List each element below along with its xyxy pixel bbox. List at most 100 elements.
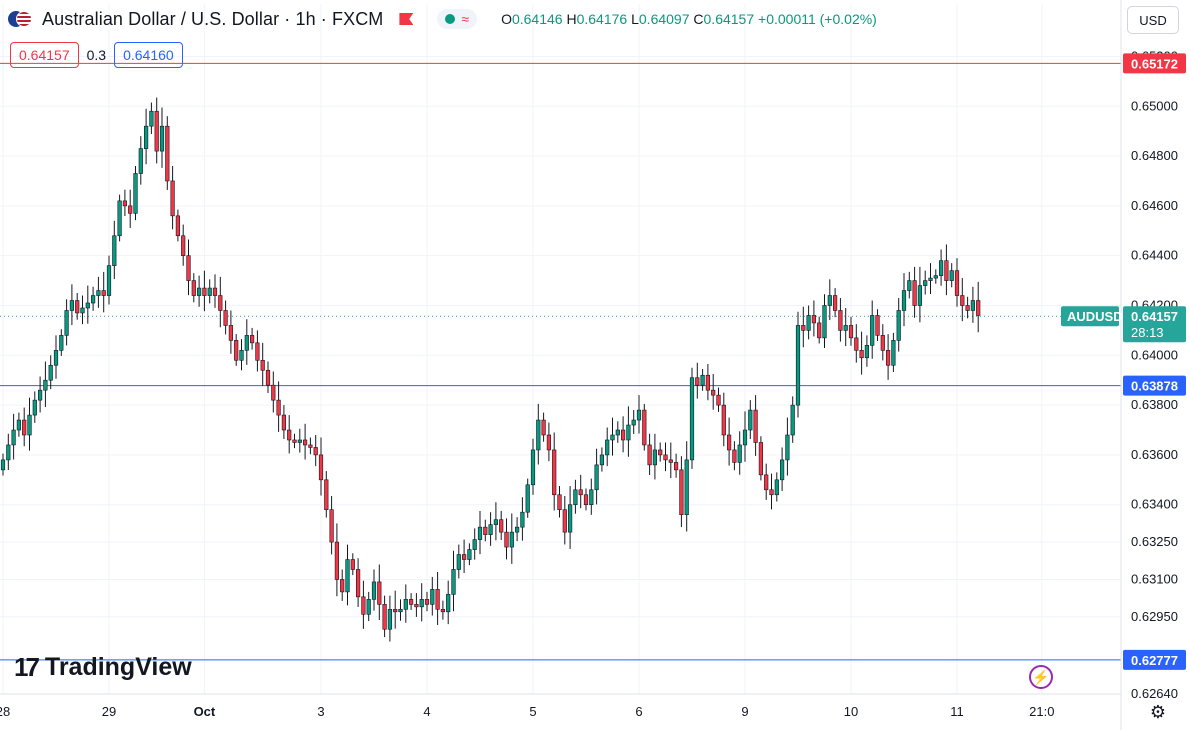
candle-body [101, 290, 106, 296]
sell-button[interactable]: 0.64157 [10, 42, 79, 68]
candle [695, 362, 700, 399]
candle-body [265, 369, 271, 386]
candle [154, 97, 159, 164]
candle [960, 278, 965, 322]
candle-body [811, 315, 816, 324]
currency-button[interactable]: USD [1127, 6, 1179, 34]
candle-body [91, 295, 96, 304]
candle-body [419, 599, 424, 608]
candle [716, 387, 721, 412]
time-tick-label: 3 [317, 704, 324, 719]
candle-body [827, 295, 832, 306]
candle-body [530, 449, 536, 486]
candle-body [620, 429, 626, 441]
resistance-price-tag[interactable]: 0.65172 [1123, 53, 1186, 74]
time-axis[interactable]: 28 29 Oct 3 4 5 6 9 10 11 21:0 [0, 693, 1121, 719]
candle [965, 296, 970, 319]
settings-gear-icon[interactable]: ⚙ [1149, 701, 1167, 722]
symbol-title[interactable]: Australian Dollar / U.S. Dollar · 1h · F… [42, 8, 384, 29]
candle-body [679, 469, 684, 515]
candle-body [393, 609, 398, 613]
candle-body [822, 305, 827, 339]
candle-body [75, 300, 80, 314]
candle [271, 371, 276, 413]
price-tag-bg [1123, 53, 1186, 74]
candle [626, 406, 631, 457]
tradingview-logo[interactable]: 17 TradingView [14, 652, 192, 683]
candle [631, 410, 636, 434]
candle [557, 486, 562, 518]
candle [144, 108, 149, 165]
candle-body [499, 519, 504, 533]
buy-button[interactable]: 0.64160 [114, 42, 183, 68]
candle [350, 553, 355, 576]
candle-body [340, 579, 345, 593]
candle [567, 486, 573, 549]
candle [340, 569, 345, 601]
candle [679, 456, 684, 528]
candle [393, 590, 398, 629]
market-status-pill[interactable]: ≈ [437, 9, 478, 29]
price-axis[interactable]: 0.62640 0.62950 0.63100 0.63250 0.63400 0.636… [1120, 0, 1178, 730]
candle-body [69, 300, 74, 311]
candle [313, 434, 318, 467]
candle-body [737, 444, 742, 463]
candle-body [488, 524, 493, 535]
candle [891, 332, 896, 372]
price-tick-label: 0.62640 [1131, 686, 1178, 701]
candle [705, 364, 710, 401]
price-tick-label: 0.63600 [1131, 447, 1178, 462]
trade-panel: 0.64157 0.3 0.64160 [10, 42, 183, 68]
price-tick-label: 0.63800 [1131, 397, 1178, 412]
candle-body [689, 377, 695, 461]
candle [822, 294, 827, 348]
candle [138, 136, 143, 185]
candle-body [361, 596, 366, 615]
candle [673, 453, 679, 478]
candle-body [642, 409, 647, 446]
bolt-icon[interactable]: ⚡ [1029, 665, 1053, 689]
price-tick-label: 0.65000 [1131, 98, 1178, 113]
candle [377, 564, 382, 621]
tradingview-mark-icon: 17 [14, 652, 40, 682]
candle [499, 510, 504, 540]
candle [488, 512, 493, 546]
candle [721, 392, 726, 447]
candle-body [59, 335, 64, 351]
candle [827, 279, 832, 321]
candle-body [292, 439, 297, 443]
candle-body [636, 409, 642, 421]
candle-body [414, 604, 419, 608]
candle [207, 279, 212, 304]
candle [933, 269, 938, 284]
candle [75, 293, 80, 320]
candle-body [552, 449, 557, 496]
candle-body [938, 260, 944, 276]
candle-body [64, 310, 69, 336]
candle-body [758, 442, 763, 476]
support-price-tag[interactable]: 0.63878 [1123, 375, 1186, 396]
candle-body [695, 377, 700, 386]
candle-body [133, 173, 138, 214]
candle-body [159, 125, 165, 152]
time-tick-label: 5 [529, 704, 536, 719]
candle [483, 519, 488, 542]
candle-body [96, 290, 101, 296]
candle [159, 107, 165, 168]
candle-body [817, 322, 822, 339]
candle-body [186, 255, 191, 281]
support-low-price-tag[interactable]: 0.62777 [1123, 649, 1186, 670]
candle-body [541, 419, 546, 436]
candle-body [324, 479, 329, 511]
price-tick-label: 0.64400 [1131, 248, 1178, 263]
candle-body [663, 454, 668, 461]
candle [149, 102, 154, 135]
flag-icon[interactable] [399, 13, 414, 25]
candle-body [345, 559, 350, 593]
candle-body [944, 260, 949, 281]
low-label: L [631, 11, 639, 27]
candle-body [112, 235, 117, 266]
candle [112, 220, 117, 280]
